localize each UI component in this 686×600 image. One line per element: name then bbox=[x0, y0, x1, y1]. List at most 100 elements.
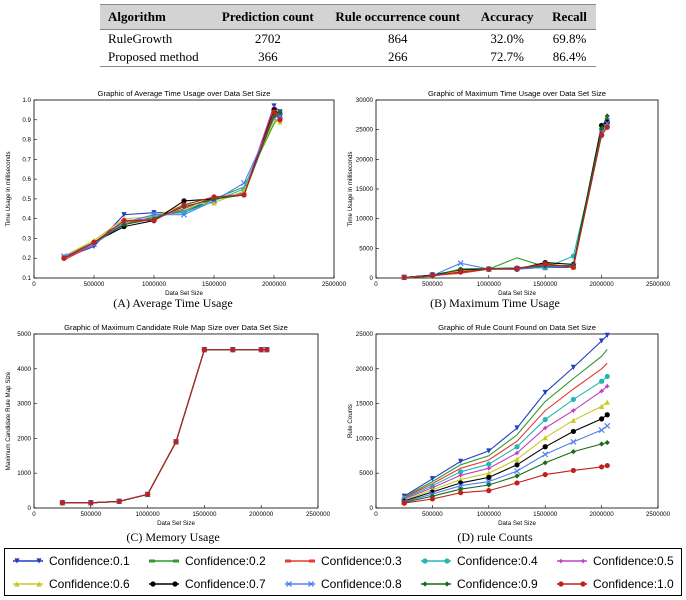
data-point bbox=[542, 425, 548, 431]
data-point bbox=[604, 332, 610, 338]
y-tick-label: 15000 bbox=[356, 186, 374, 193]
summary-table: Algorithm Prediction count Rule occurren… bbox=[100, 4, 596, 67]
data-point bbox=[240, 180, 248, 187]
y-tick-label: 20000 bbox=[356, 366, 374, 373]
legend-label: Confidence:0.6 bbox=[49, 577, 130, 591]
chart-1: Graphic of Maximum Time Usage over Data … bbox=[347, 89, 671, 297]
legend-label: Confidence:0.5 bbox=[593, 554, 674, 568]
legend-marker bbox=[150, 581, 156, 587]
legend-label: Confidence:0.1 bbox=[49, 554, 130, 568]
caption-a: (A) Average Time Usage bbox=[113, 296, 233, 310]
y-tick-label: 5000 bbox=[359, 470, 373, 477]
data-point bbox=[458, 269, 464, 275]
x-tick-label: 0 bbox=[374, 281, 378, 288]
legend-marker bbox=[422, 558, 428, 564]
y-tick-label: 1000 bbox=[17, 470, 31, 477]
data-point bbox=[604, 119, 610, 125]
data-point bbox=[486, 465, 492, 471]
y-tick-label: 0.2 bbox=[22, 255, 31, 262]
plot-area bbox=[33, 333, 319, 509]
legend-swatch bbox=[421, 558, 451, 564]
x-axis-label: Data Set Size bbox=[165, 290, 203, 297]
x-tick-label: 1000000 bbox=[477, 511, 502, 518]
legend-swatch bbox=[13, 558, 43, 564]
x-tick-label: 1500000 bbox=[533, 281, 558, 288]
caption-c: (C) Memory Usage bbox=[126, 530, 220, 544]
table-cell: RuleGrowth bbox=[108, 31, 173, 46]
data-point bbox=[401, 274, 407, 281]
data-point bbox=[599, 416, 605, 422]
x-tick-label: 1500000 bbox=[192, 511, 217, 518]
data-point bbox=[513, 468, 521, 475]
legend-item: Confidence:1.0 bbox=[557, 574, 674, 594]
data-point bbox=[604, 439, 610, 446]
data-point bbox=[599, 388, 605, 394]
y-axis-label: Maximum Candidate Rule Map Size bbox=[5, 371, 12, 470]
x-axis-label: Data Set Size bbox=[498, 290, 536, 297]
data-point bbox=[486, 448, 492, 454]
x-tick-label: 1000000 bbox=[136, 511, 161, 518]
y-tick-label: 2000 bbox=[17, 435, 31, 442]
data-point bbox=[599, 464, 605, 470]
header-rule-occurrence-count: Rule occurrence count bbox=[324, 4, 472, 30]
legend-label: Confidence:0.8 bbox=[321, 577, 402, 591]
x-tick-label: 1000000 bbox=[477, 281, 502, 288]
data-point bbox=[145, 491, 151, 498]
data-point bbox=[542, 444, 548, 450]
plot-area bbox=[375, 99, 659, 279]
data-point bbox=[604, 373, 610, 380]
data-point bbox=[181, 202, 187, 208]
data-point bbox=[599, 125, 605, 132]
x-tick-label: 500000 bbox=[422, 281, 443, 288]
data-point bbox=[604, 399, 610, 405]
data-point bbox=[604, 124, 610, 130]
legend-marker bbox=[444, 581, 450, 587]
data-point bbox=[604, 422, 611, 429]
legend-swatch bbox=[13, 581, 43, 587]
x-axis-label: Data Set Size bbox=[157, 520, 195, 527]
table-cell: 69.8% bbox=[552, 31, 587, 46]
data-point bbox=[151, 218, 157, 224]
series-line-1 bbox=[403, 348, 608, 498]
data-point bbox=[258, 347, 264, 353]
data-point bbox=[570, 364, 576, 371]
data-point bbox=[181, 198, 187, 204]
data-point bbox=[458, 472, 464, 478]
header-accuracy: Accuracy bbox=[471, 4, 544, 30]
x-tick-label: 0 bbox=[32, 511, 36, 518]
data-point bbox=[429, 496, 435, 502]
chart-title: Graphic of Average Time Usage over Data … bbox=[98, 89, 271, 98]
data-point bbox=[485, 478, 492, 485]
data-point bbox=[458, 469, 464, 475]
legend-item: Confidence:0.7 bbox=[149, 574, 266, 594]
chart-2: Graphic of Maximum Candidate Rule Map Si… bbox=[5, 323, 331, 527]
data-point bbox=[486, 482, 492, 488]
table-cell: 32.0% bbox=[490, 31, 524, 46]
data-point bbox=[542, 389, 548, 396]
data-point bbox=[121, 222, 127, 228]
data-point bbox=[458, 480, 464, 486]
table-cell: 72.7% bbox=[471, 48, 544, 67]
y-tick-label: 20000 bbox=[356, 156, 374, 163]
y-axis-label: Rule Counts bbox=[347, 404, 354, 438]
data-point bbox=[598, 427, 605, 434]
chart-title: Graphic of Maximum Candidate Rule Map Si… bbox=[64, 323, 288, 332]
data-point bbox=[514, 450, 520, 456]
y-tick-label: 0.7 bbox=[22, 156, 31, 163]
x-tick-label: 2500000 bbox=[646, 281, 671, 288]
caption-b: (B) Maximum Time Usage bbox=[430, 296, 560, 310]
data-point bbox=[604, 383, 610, 389]
legend-marker bbox=[14, 581, 20, 587]
data-point bbox=[542, 417, 548, 423]
y-tick-label: 0.1 bbox=[22, 275, 31, 282]
data-point bbox=[271, 109, 277, 115]
data-point bbox=[514, 480, 520, 486]
data-point bbox=[599, 378, 605, 384]
data-point bbox=[59, 500, 65, 506]
legend-swatch bbox=[149, 559, 179, 563]
data-point bbox=[570, 438, 577, 445]
data-point bbox=[599, 403, 605, 409]
y-tick-label: 30000 bbox=[356, 97, 374, 104]
data-point bbox=[604, 120, 611, 127]
y-tick-label: 1.0 bbox=[22, 97, 31, 104]
